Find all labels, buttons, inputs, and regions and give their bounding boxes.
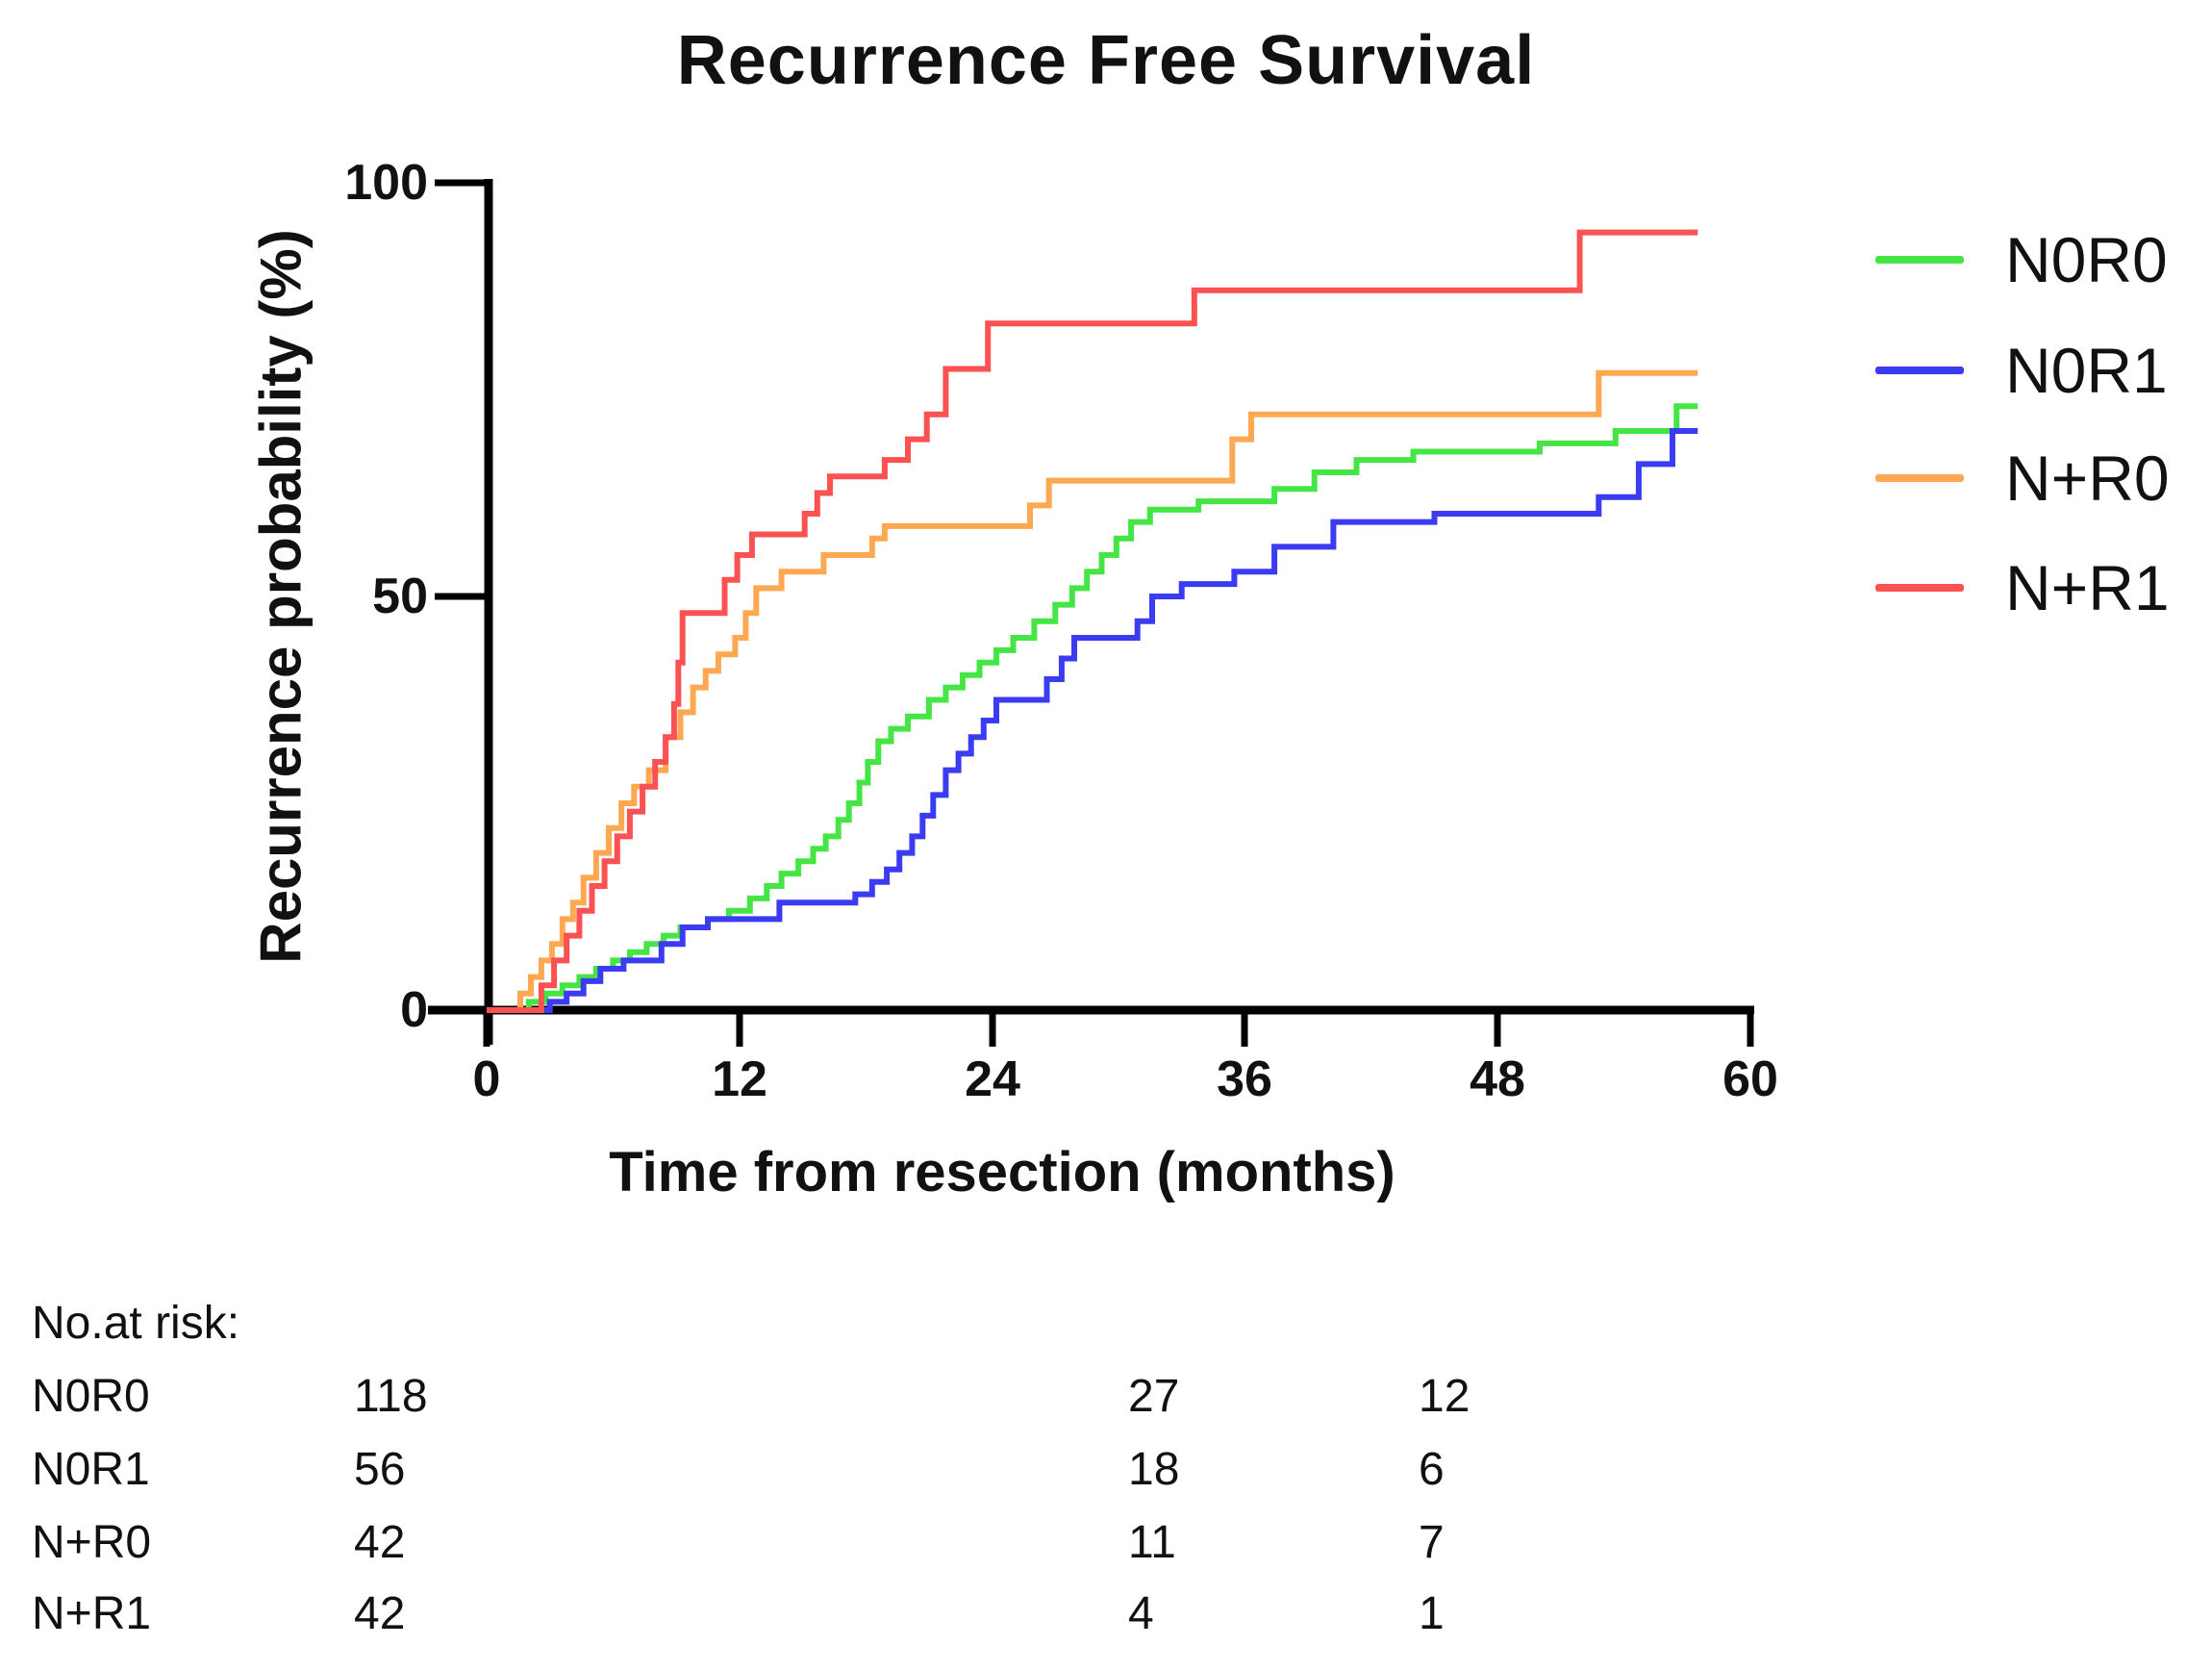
x-tick-label-12: 12 <box>712 1051 767 1107</box>
x-axis-title: Time from resection (months) <box>609 1141 1395 1203</box>
risk-value: 42 <box>354 1588 406 1639</box>
risk-value: 11 <box>1128 1517 1176 1568</box>
x-tick-label-24: 24 <box>965 1051 1020 1107</box>
chart-title: Recurrence Free Survival <box>676 22 1536 99</box>
risk-value: 18 <box>1128 1444 1180 1495</box>
risk-value: 1 <box>1419 1588 1445 1639</box>
risk-value: 6 <box>1419 1444 1445 1495</box>
y-tick-label-0: 0 <box>400 982 428 1038</box>
risk-value: 12 <box>1419 1371 1470 1422</box>
risk-value: 118 <box>354 1371 428 1422</box>
legend-swatch-n0r0 <box>1875 256 1964 264</box>
legend-label-n0r1: N0R1 <box>2005 335 2168 406</box>
risk-row-label: N+R1 <box>32 1588 152 1639</box>
x-tick-label-60: 60 <box>1722 1051 1778 1107</box>
legend-label-nplusr0: N+R0 <box>2005 443 2170 514</box>
legend-label-nplusr1: N+R1 <box>2005 552 2170 623</box>
legend-swatch-nplusr1 <box>1875 584 1964 592</box>
risk-table-heading: No.at risk: <box>32 1298 240 1349</box>
risk-row-label: N0R1 <box>32 1444 150 1495</box>
x-tick-label-36: 36 <box>1217 1051 1272 1107</box>
km-curve-N+R0 <box>487 369 1698 1013</box>
risk-row-label: N+R0 <box>32 1517 152 1568</box>
risk-row-label: N0R0 <box>32 1371 150 1422</box>
risk-value: 4 <box>1128 1588 1154 1639</box>
legend-swatch-nplusr0 <box>1875 474 1964 482</box>
risk-value: 42 <box>354 1517 406 1568</box>
x-tick-label-48: 48 <box>1470 1051 1525 1107</box>
km-curve-N+R1 <box>487 229 1698 1013</box>
y-tick-label-50: 50 <box>372 569 428 624</box>
km-curve-N0R0 <box>487 403 1698 1013</box>
risk-value: 27 <box>1128 1371 1180 1422</box>
risk-value: 7 <box>1419 1517 1445 1568</box>
risk-value: 56 <box>354 1444 406 1495</box>
x-tick-label-0: 0 <box>472 1051 501 1107</box>
legend-swatch-n0r1 <box>1875 367 1964 374</box>
y-tick-label-100: 100 <box>344 155 428 211</box>
legend-label-n0r0: N0R0 <box>2005 224 2168 295</box>
km-curve-N0R1 <box>487 428 1698 1013</box>
